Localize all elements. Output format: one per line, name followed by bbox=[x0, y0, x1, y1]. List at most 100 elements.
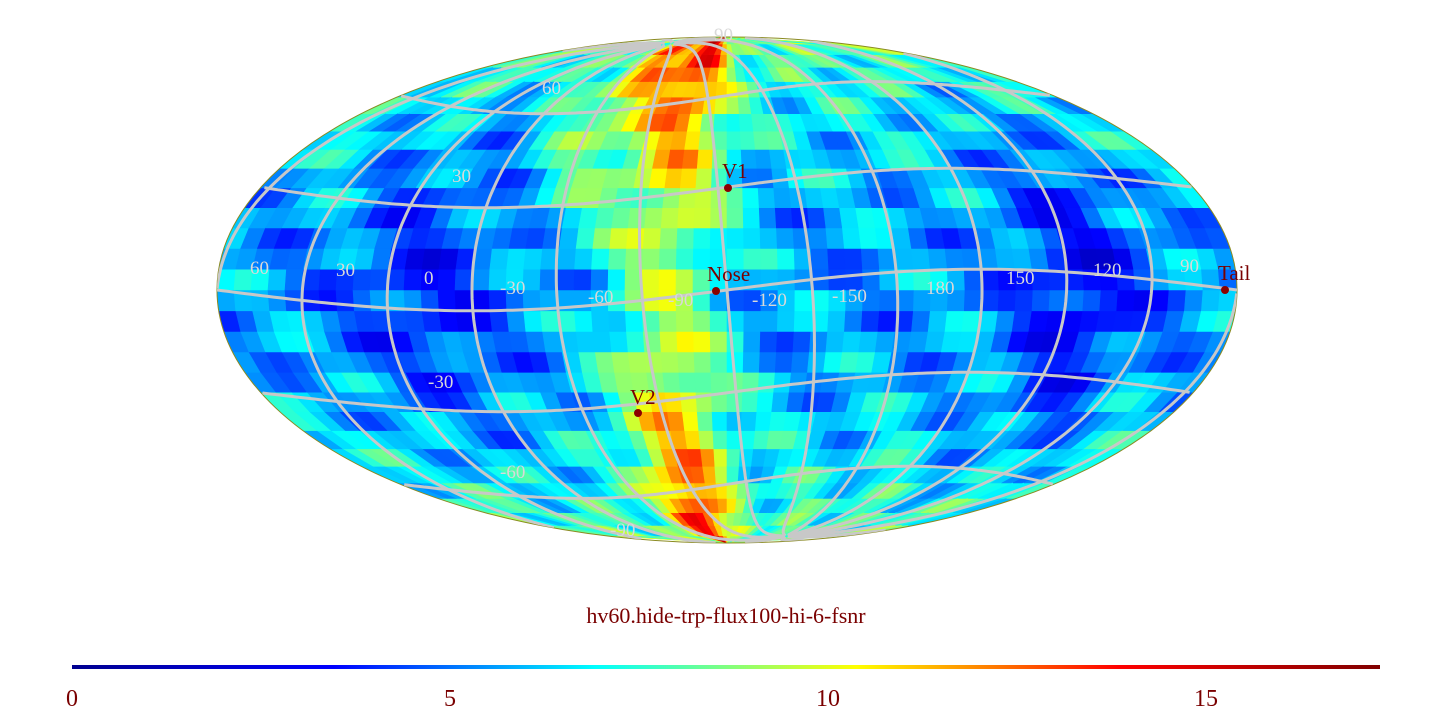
flux-cell bbox=[591, 248, 610, 270]
flux-cell bbox=[267, 268, 287, 291]
flux-cell bbox=[739, 130, 756, 150]
flux-cell bbox=[611, 207, 631, 229]
flux-cell bbox=[1031, 289, 1051, 312]
marker-nose-label: Nose bbox=[707, 262, 750, 286]
flux-cell bbox=[1217, 289, 1237, 312]
lat-label: 60 bbox=[542, 78, 561, 99]
flux-cell bbox=[558, 227, 580, 249]
flux-cell bbox=[927, 248, 948, 270]
flux-cell bbox=[542, 331, 563, 353]
lon-label: 30 bbox=[336, 260, 355, 281]
lon-label: -30 bbox=[500, 278, 525, 299]
flux-cell bbox=[675, 248, 694, 270]
lon-label: 120 bbox=[1093, 260, 1122, 281]
flux-cell bbox=[404, 310, 426, 332]
flux-cell bbox=[698, 430, 715, 450]
flux-cell bbox=[743, 310, 762, 332]
flux-cell bbox=[776, 331, 795, 353]
flux-cell bbox=[658, 268, 677, 291]
flux-cell bbox=[1082, 289, 1102, 312]
flux-cell bbox=[710, 351, 728, 373]
lat-label: 30 bbox=[452, 166, 471, 187]
flux-cell bbox=[696, 149, 714, 169]
flux-cell bbox=[980, 289, 1000, 312]
flux-cell bbox=[658, 248, 678, 270]
flux-cell bbox=[1150, 289, 1170, 312]
flux-cell bbox=[420, 289, 440, 312]
flux-cell bbox=[659, 331, 678, 353]
flux-cell bbox=[318, 268, 338, 291]
flux-cell bbox=[575, 331, 596, 353]
flux-cell bbox=[594, 207, 615, 229]
flux-cell bbox=[681, 149, 700, 169]
flux-cell bbox=[471, 268, 491, 291]
flux-cell bbox=[662, 371, 681, 393]
flux-cell bbox=[677, 351, 696, 373]
flux-cell bbox=[438, 310, 460, 332]
flux-cell bbox=[644, 207, 664, 229]
colorbar-tick: 10 bbox=[816, 686, 840, 712]
flux-cell bbox=[684, 430, 701, 450]
flux-cell bbox=[726, 465, 740, 484]
flux-cell bbox=[825, 331, 845, 353]
flux-cell bbox=[522, 268, 541, 291]
flux-cell bbox=[642, 227, 662, 249]
flux-cell bbox=[1099, 289, 1119, 312]
flux-cell bbox=[776, 310, 796, 332]
flux-cell bbox=[997, 289, 1017, 312]
flux-cell bbox=[591, 310, 610, 332]
flux-cell bbox=[700, 448, 716, 467]
flux-cell bbox=[489, 310, 510, 332]
flux-cell bbox=[352, 268, 372, 291]
flux-cell bbox=[877, 310, 897, 332]
flux-cell bbox=[944, 248, 965, 270]
flux-cell bbox=[756, 168, 775, 189]
flux-cell bbox=[684, 130, 701, 150]
flux-cell bbox=[421, 248, 443, 270]
flux-cell bbox=[911, 248, 931, 270]
flux-cell bbox=[825, 227, 845, 249]
flux-cell bbox=[726, 448, 741, 467]
flux-cell bbox=[624, 310, 644, 332]
flux-cell bbox=[1167, 289, 1187, 312]
flux-cell bbox=[1011, 248, 1033, 270]
flux-cell bbox=[284, 268, 304, 291]
lat-label: 90 bbox=[714, 25, 733, 46]
flux-cell bbox=[627, 207, 647, 229]
grid-line bbox=[262, 370, 1190, 414]
colorbar-tick: 5 bbox=[444, 686, 456, 712]
flux-cell bbox=[742, 187, 760, 208]
flux-cell bbox=[809, 227, 828, 249]
flux-cell bbox=[454, 289, 474, 312]
flux-cell bbox=[742, 351, 761, 373]
flux-cell bbox=[754, 149, 773, 169]
flux-cell bbox=[1065, 289, 1085, 312]
flux-cell bbox=[894, 248, 914, 270]
flux-cell bbox=[250, 289, 270, 312]
flux-cell bbox=[641, 268, 660, 291]
flux-cell bbox=[738, 113, 754, 132]
flux-cell bbox=[692, 310, 711, 332]
flux-cell bbox=[592, 227, 612, 249]
flux-cell bbox=[771, 391, 790, 413]
marker-nose-dot bbox=[712, 287, 720, 295]
flux-cell bbox=[489, 248, 510, 270]
flux-cell bbox=[677, 207, 696, 229]
flux-cell bbox=[714, 465, 728, 484]
flux-cell bbox=[506, 310, 527, 332]
lon-label: 180 bbox=[926, 278, 955, 299]
flux-cell bbox=[611, 351, 631, 373]
flux-cell bbox=[575, 227, 596, 249]
flux-cell bbox=[609, 331, 629, 353]
flux-cell bbox=[608, 248, 627, 270]
flux-cell bbox=[574, 248, 594, 270]
flux-cell bbox=[1014, 289, 1034, 312]
flux-cell bbox=[726, 96, 740, 114]
flux-cell bbox=[844, 310, 863, 332]
flux-cell bbox=[437, 289, 457, 312]
flux-cell bbox=[741, 391, 759, 413]
flux-cell bbox=[844, 248, 863, 270]
flux-cell bbox=[1116, 289, 1136, 312]
flux-cell bbox=[471, 289, 491, 312]
flux-cell bbox=[860, 310, 880, 332]
